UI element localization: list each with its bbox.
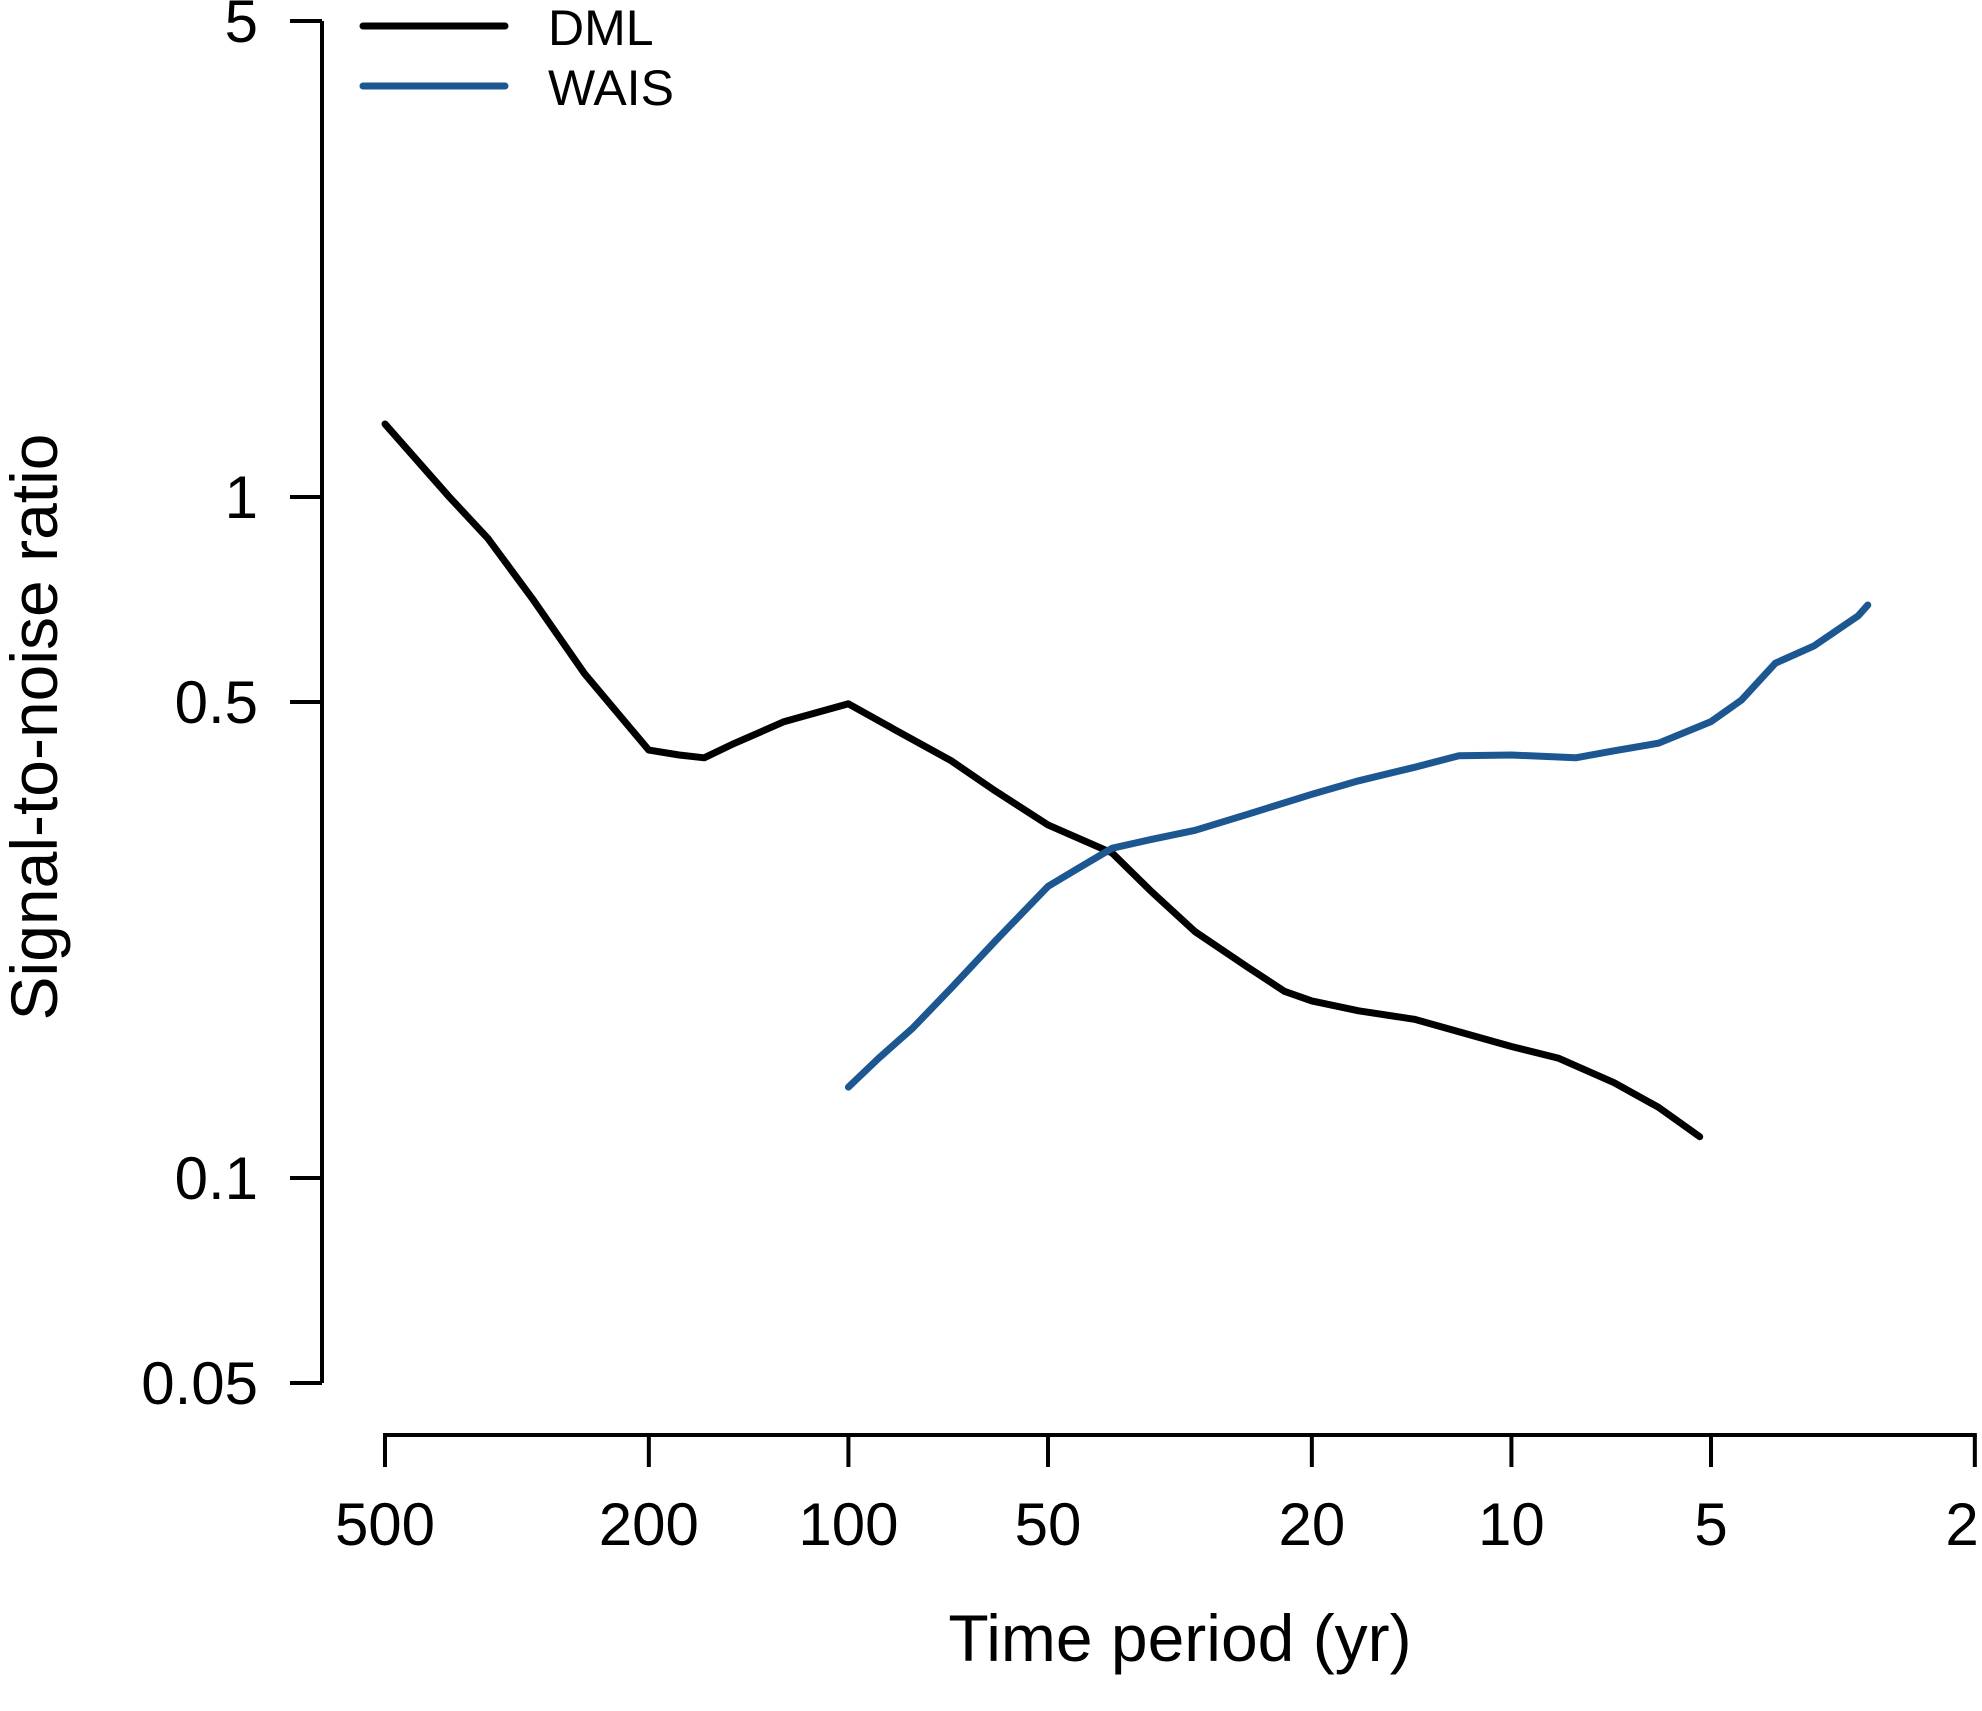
- x-tick-label: 200: [599, 1491, 699, 1558]
- legend: DML WAIS: [359, 0, 674, 116]
- axis-lines: [320, 21, 1977, 1437]
- x-tick-label: 10: [1478, 1491, 1545, 1558]
- x-tick-label: 50: [1015, 1491, 1082, 1558]
- x-tick-label: 2: [1945, 1491, 1978, 1558]
- y-tick-label: 0.1: [175, 1145, 258, 1212]
- data-series: [381, 420, 1872, 1141]
- y-tick-label: 5: [225, 0, 258, 55]
- y-axis-ticks: 5 1 0.5 0.1 0.05: [141, 0, 322, 1417]
- x-axis-title: Time period (yr): [948, 1601, 1411, 1675]
- x-tick-label: 500: [335, 1491, 435, 1558]
- wais-curve: [844, 601, 1872, 1091]
- x-tick-label: 20: [1278, 1491, 1345, 1558]
- legend-label-wais: WAIS: [548, 60, 674, 116]
- legend-label-dml: DML: [548, 0, 654, 56]
- y-axis-title: Signal-to-noise ratio: [0, 434, 71, 1021]
- y-tick-label: 0.5: [175, 669, 258, 736]
- x-tick-label: 100: [798, 1491, 898, 1558]
- y-tick-label: 1: [225, 464, 258, 531]
- dml-curve: [381, 420, 1704, 1141]
- x-axis-ticks: 500 200 100 50 20 10 5 2: [335, 1435, 1979, 1558]
- y-tick-label: 0.05: [141, 1350, 258, 1417]
- x-tick-label: 5: [1694, 1491, 1727, 1558]
